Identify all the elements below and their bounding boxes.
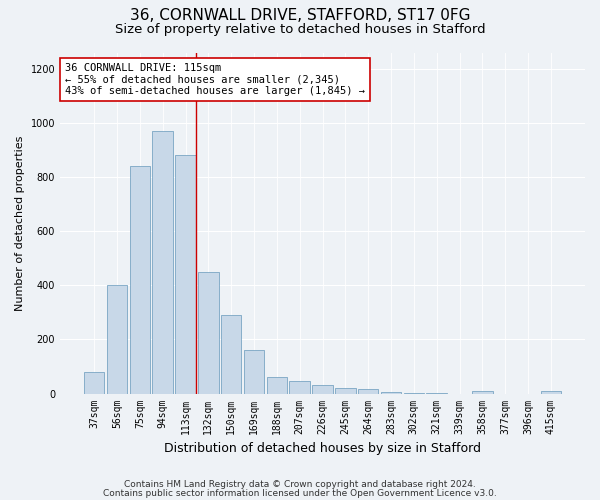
Bar xyxy=(427,393,447,394)
Text: Contains public sector information licensed under the Open Government Licence v3: Contains public sector information licen… xyxy=(103,489,497,498)
Bar xyxy=(381,392,401,394)
Text: 36 CORNWALL DRIVE: 115sqm
← 55% of detached houses are smaller (2,345)
43% of se: 36 CORNWALL DRIVE: 115sqm ← 55% of detac… xyxy=(65,62,365,96)
Bar xyxy=(541,391,561,394)
X-axis label: Distribution of detached houses by size in Stafford: Distribution of detached houses by size … xyxy=(164,442,481,455)
Bar xyxy=(175,156,196,394)
Bar xyxy=(266,378,287,394)
Text: Contains HM Land Registry data © Crown copyright and database right 2024.: Contains HM Land Registry data © Crown c… xyxy=(124,480,476,489)
Bar xyxy=(404,392,424,394)
Text: Size of property relative to detached houses in Stafford: Size of property relative to detached ho… xyxy=(115,22,485,36)
Bar xyxy=(289,382,310,394)
Bar xyxy=(472,391,493,394)
Bar xyxy=(130,166,150,394)
Bar xyxy=(198,272,218,394)
Bar xyxy=(84,372,104,394)
Bar xyxy=(312,386,333,394)
Text: 36, CORNWALL DRIVE, STAFFORD, ST17 0FG: 36, CORNWALL DRIVE, STAFFORD, ST17 0FG xyxy=(130,8,470,22)
Y-axis label: Number of detached properties: Number of detached properties xyxy=(15,136,25,310)
Bar xyxy=(335,388,356,394)
Bar xyxy=(221,315,241,394)
Bar xyxy=(152,131,173,394)
Bar xyxy=(358,390,379,394)
Bar xyxy=(244,350,264,394)
Bar xyxy=(107,286,127,394)
